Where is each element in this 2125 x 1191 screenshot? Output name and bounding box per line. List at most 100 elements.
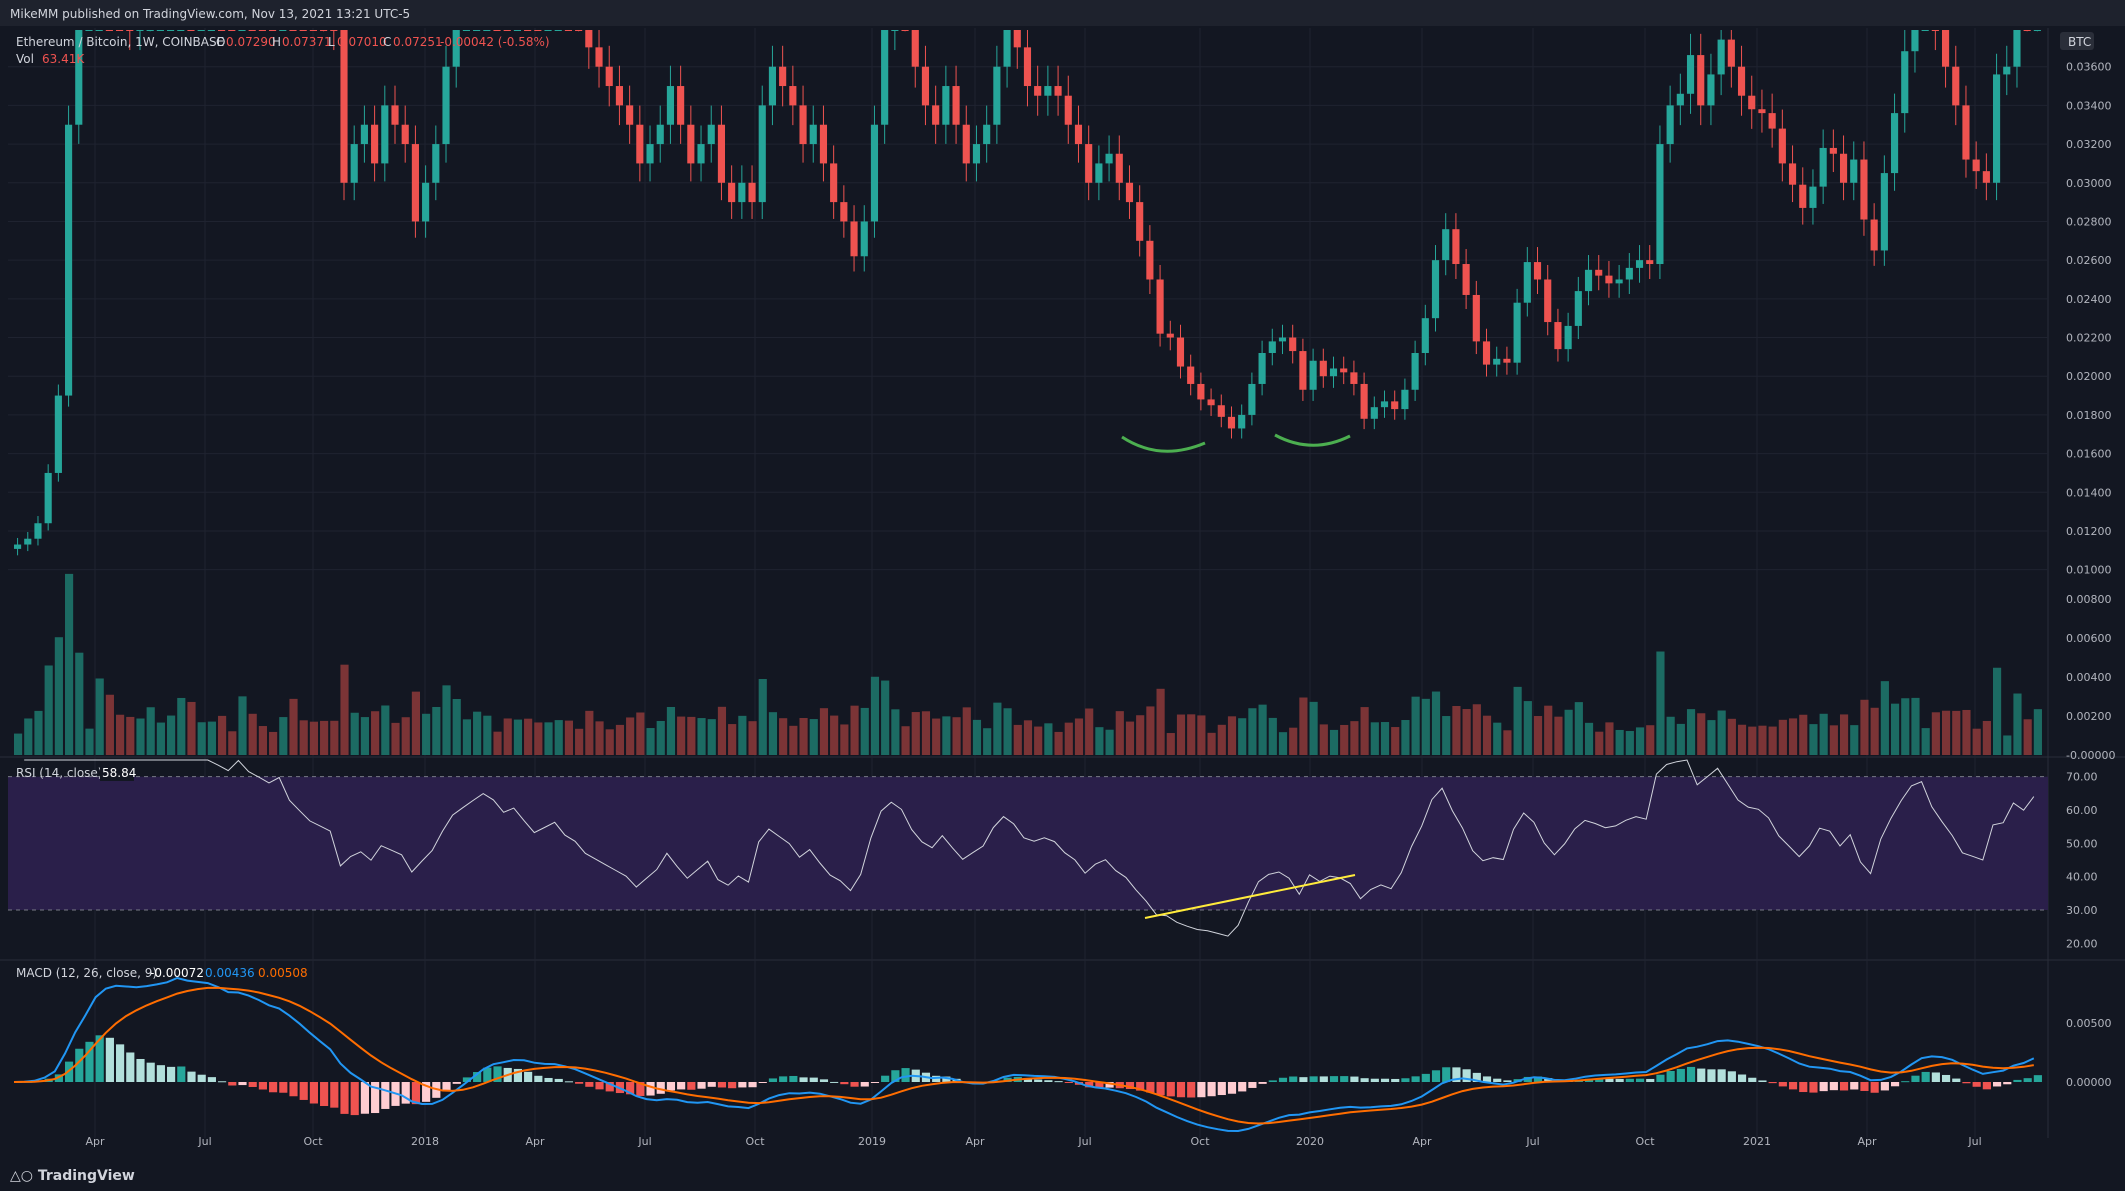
macd-histogram-bar (320, 1082, 329, 1107)
volume-bar (75, 652, 84, 755)
volume-bar (1686, 709, 1696, 755)
time-tick-label: Apr (525, 1135, 545, 1148)
candle-body (248, 30, 256, 31)
candle-body (411, 144, 419, 222)
volume-bar (381, 705, 390, 755)
candle-body (65, 124, 73, 396)
macd-histogram-bar (534, 1075, 543, 1082)
rsi-tick-label: 70.00 (2066, 771, 2098, 784)
time-tick-label: 2020 (1296, 1135, 1324, 1148)
rsi-tick-label: 50.00 (2066, 837, 2098, 850)
rsi-tick-label: 60.00 (2066, 804, 2098, 817)
rsi-line (24, 759, 2035, 937)
macd-histogram-bar (738, 1082, 747, 1088)
volume-bar (1962, 709, 1971, 755)
macd-histogram-bar (238, 1082, 247, 1086)
rsi-value: 58.84 (102, 766, 136, 780)
macd-histogram-bar (1982, 1082, 1991, 1090)
volume-bar (177, 697, 186, 755)
tradingview-logo[interactable]: △○ TradingView (10, 1168, 135, 1184)
macd-histogram-bar (187, 1071, 196, 1082)
legend-vol-label: Vol (16, 52, 34, 66)
candle-body (371, 124, 379, 164)
macd-histogram-bar (932, 1075, 941, 1082)
macd-histogram-bar (258, 1082, 267, 1090)
macd-histogram-bar (636, 1082, 645, 1096)
macd-histogram-bar (1493, 1078, 1502, 1082)
volume-bar (758, 678, 767, 755)
volume-bar (1391, 727, 1400, 755)
time-tick-label: Jul (197, 1135, 211, 1148)
macd-histogram-bar (1605, 1078, 1614, 1082)
candle-body (1707, 74, 1715, 106)
macd-histogram-bar (748, 1082, 757, 1088)
macd-histogram-bar (2023, 1078, 2032, 1082)
volume-bar (258, 726, 267, 755)
macd-histogram-bar (1207, 1082, 1216, 1097)
volume-bar (1952, 710, 1961, 755)
macd-histogram-bar (646, 1082, 655, 1096)
volume-bar (1115, 711, 1124, 755)
candle-body (1268, 341, 1276, 354)
candle-body (595, 47, 603, 67)
rsi-tick-label: 40.00 (2066, 871, 2098, 884)
macd-tick-label: 0.00500 (2066, 1017, 2112, 1030)
macd-histogram-bar (2003, 1082, 2012, 1085)
macd-histogram-bar (1799, 1082, 1808, 1093)
macd-histogram-bar (901, 1068, 910, 1082)
macd-histogram-bar (1727, 1071, 1736, 1082)
macd-histogram-bar (1462, 1069, 1471, 1082)
volume-bar (524, 718, 533, 755)
candle-body (207, 30, 215, 31)
volume-bar (320, 720, 329, 755)
macd-histogram-bar (687, 1082, 696, 1090)
volume-bar (1421, 698, 1430, 755)
volume-bar (2023, 719, 2032, 755)
volume-bar (371, 711, 380, 755)
volume-bar (993, 702, 1002, 755)
macd-histogram-bar (1697, 1068, 1706, 1082)
macd-histogram-bar (1125, 1082, 1135, 1090)
candle-body (1809, 186, 1817, 208)
chart-canvas[interactable]: 0.03600 0.03400 0.03200 0.03000 0.02800 0.026… (0, 0, 2125, 1160)
volume-bar (1615, 729, 1624, 755)
candle-body (44, 472, 52, 524)
volume-bar (1013, 724, 1022, 755)
macd-histogram-bar (626, 1082, 635, 1095)
time-tick-label: 2019 (858, 1135, 886, 1148)
volume-bar (1931, 712, 1940, 755)
volume-bar (1625, 731, 1634, 755)
volume-bar (1513, 686, 1522, 755)
candle-body (1901, 51, 1909, 114)
candle-body (1360, 383, 1368, 419)
macd-histogram-bar (483, 1067, 492, 1082)
candle-body (279, 30, 287, 31)
macd-histogram-bar (371, 1082, 380, 1114)
volume-bar (1890, 703, 1900, 755)
macd-histogram-bar (1289, 1076, 1298, 1082)
candle-body (503, 30, 511, 31)
candle-body (85, 30, 93, 31)
volume-bar (350, 712, 359, 755)
double-bottom-right-arc (1274, 433, 1351, 447)
rsi-tick-label: 30.00 (2066, 904, 2098, 917)
macd-histogram-bar (1911, 1075, 1920, 1082)
volume-bar (1992, 667, 2002, 755)
volume-bar (34, 710, 43, 755)
volume-bar (1941, 710, 1951, 755)
macd-histogram-bar (564, 1081, 574, 1083)
candle-body (1095, 163, 1103, 183)
volume-bar (1533, 716, 1543, 755)
macd-histogram-bar (105, 1037, 114, 1082)
candle-body (1238, 414, 1246, 429)
macd-histogram-bar (1146, 1082, 1155, 1093)
macd-histogram-bar (401, 1082, 410, 1104)
candle-body (809, 124, 817, 145)
macd-histogram-bar (1095, 1082, 1104, 1088)
time-tick-label: Apr (1412, 1135, 1432, 1148)
candle-body (289, 30, 297, 31)
volume-bar (1227, 716, 1237, 755)
macd-histogram-bar (1350, 1076, 1359, 1082)
volume-bar (850, 705, 859, 755)
macd-histogram-bar (442, 1082, 451, 1092)
